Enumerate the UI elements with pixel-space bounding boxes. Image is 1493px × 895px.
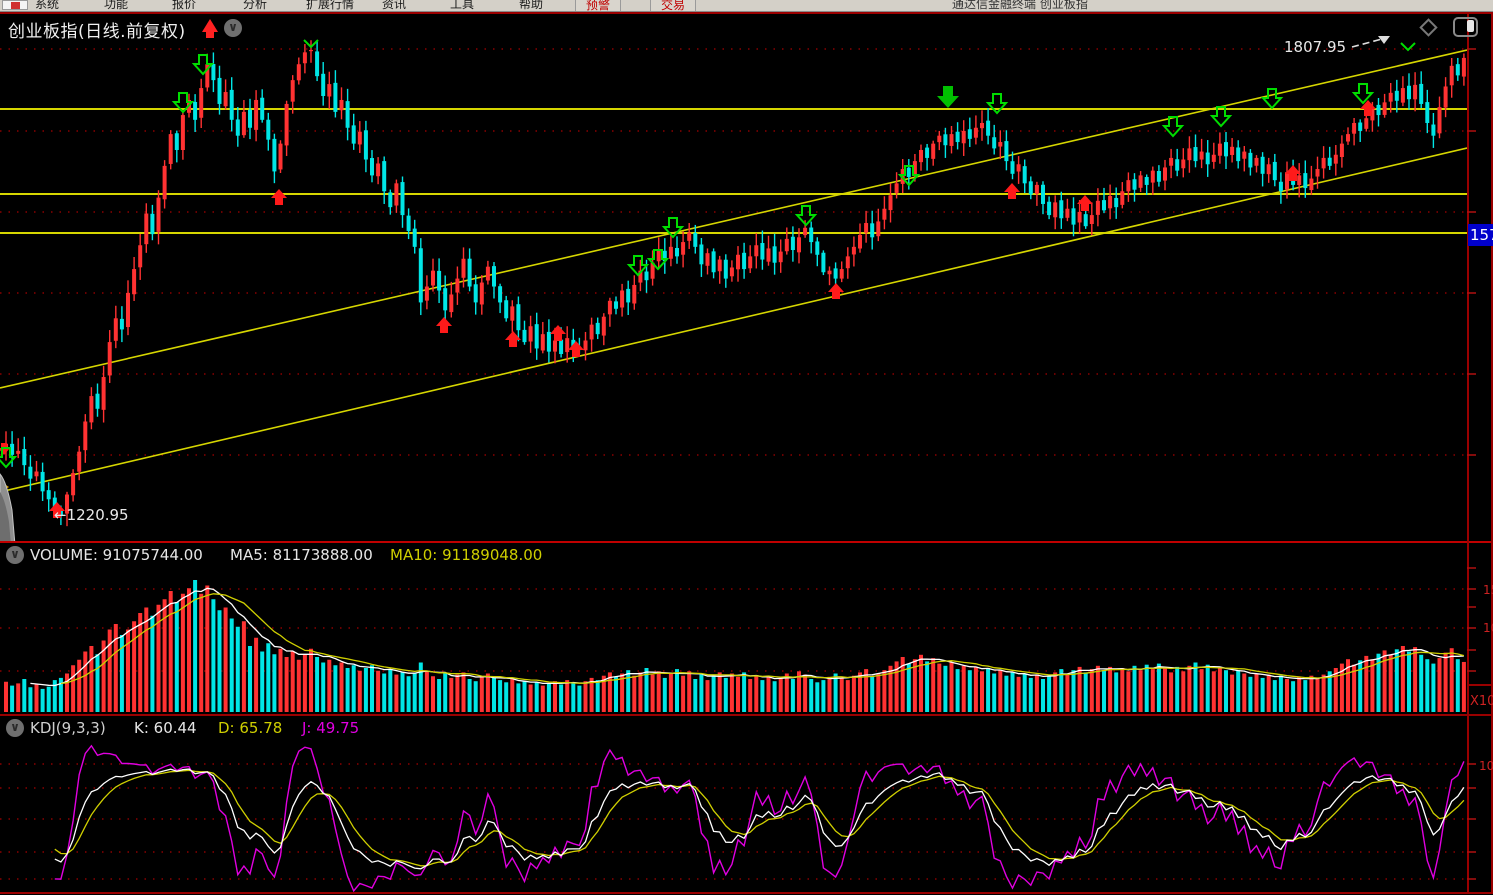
chart-title: 创业板指(日线.前复权) [8,22,186,42]
volume-pane-separator[interactable] [0,541,1493,543]
menu-item-1[interactable]: 功能 [104,0,129,11]
volume-value-label: VOLUME: 91075744.00 [30,546,203,564]
kdj-d-label: D: 65.78 [218,719,283,737]
volume-ma5-label: MA5: 81173888.00 [230,546,373,564]
menu-hot-item-1[interactable]: 交易 [650,0,697,11]
menu-item-4[interactable]: 扩展行情 [306,0,355,11]
up-arrow-icon [202,19,218,38]
menu-item-5[interactable]: 资讯 [382,0,407,11]
menu-item-7[interactable]: 帮助 [519,0,544,11]
chart-top-border [0,12,1493,14]
kdj-axis-label: 10 [1479,759,1493,773]
volume-axis-label-2: 10 [1483,621,1493,635]
volume-axis-label-1: 15 [1483,583,1493,597]
menu-hot-item-0[interactable]: 预警 [575,0,622,11]
menu-item-2[interactable]: 报价 [172,0,197,11]
kdj-collapse-button[interactable]: ∨ [6,719,24,737]
app-logo-icon[interactable] [2,0,28,10]
volume-unit-label: X10000 [1470,694,1493,709]
kdj-name-label: KDJ(9,3,3) [30,719,106,737]
price-level-badge: 1576 [1468,224,1493,246]
menu-bar-shadow [0,11,1493,12]
high-price-annotation: 1807.95 [1284,38,1347,56]
bottom-border [0,892,1493,894]
kdj-j-label: J: 49.75 [302,719,360,737]
kdj-k-label: K: 60.44 [134,719,197,737]
menu-item-0[interactable]: 系统 [35,0,60,11]
price-axis-line [1467,12,1469,894]
menu-item-3[interactable]: 分析 [243,0,268,11]
low-price-annotation: ←1220.95 [54,506,129,524]
layout-switch-icon[interactable] [1453,17,1478,37]
volume-ma10-label: MA10: 91189048.00 [390,546,543,564]
menu-item-6[interactable]: 工具 [450,0,475,11]
chevron-down-button[interactable]: ∨ [224,19,242,37]
kdj-pane-separator[interactable] [0,714,1493,716]
volume-collapse-button[interactable]: ∨ [6,546,24,564]
right-edge-border [1491,12,1493,894]
menu-window-title: 通达信金融终端 创业板指 [952,0,1088,11]
menu-bar: 系统 功能 报价 分析 扩展行情 资讯 工具 帮助 预警 交易 通达信金融终端 创业板指 [0,0,1493,11]
unit-box-line [1467,684,1493,686]
